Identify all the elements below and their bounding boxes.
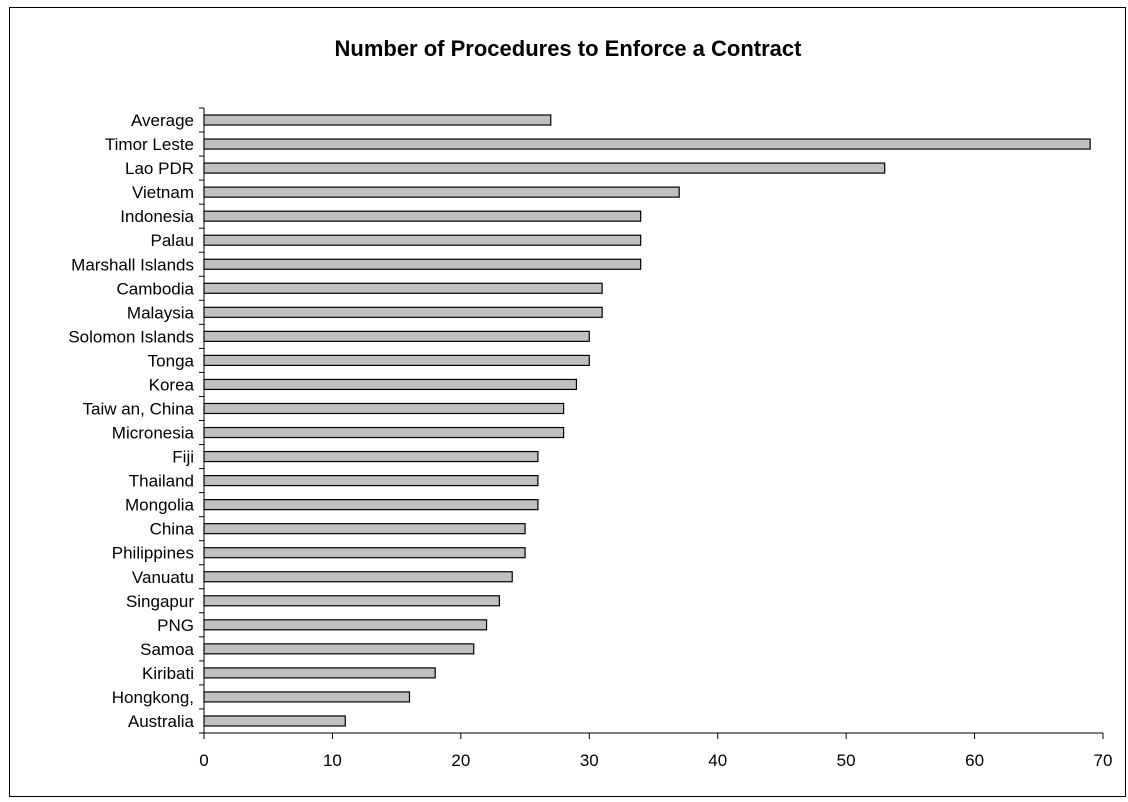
category-label: PNG <box>157 616 194 635</box>
x-tick-label: 20 <box>451 751 470 770</box>
x-tick-label: 60 <box>965 751 984 770</box>
category-label: Micronesia <box>112 424 195 443</box>
category-label: Lao PDR <box>125 159 194 178</box>
category-label: Mongolia <box>125 496 195 515</box>
bar-10 <box>203 354 590 367</box>
category-label: China <box>150 520 195 539</box>
x-tick-label: 50 <box>837 751 856 770</box>
bar-3 <box>203 186 680 198</box>
bar-16 <box>203 499 539 511</box>
bar-1 <box>203 138 1091 150</box>
category-label: Tonga <box>148 351 195 370</box>
category-label: Thailand <box>129 472 194 491</box>
category-label: Timor Leste <box>105 135 194 154</box>
category-label: Vietnam <box>132 183 194 202</box>
category-label: Kiribati <box>142 664 194 683</box>
bar-15 <box>203 474 539 487</box>
bar-0 <box>203 114 552 126</box>
bar-19 <box>203 571 513 583</box>
bar-9 <box>203 330 590 342</box>
category-label: Samoa <box>140 640 194 659</box>
bar-18 <box>203 547 526 559</box>
category-label: Taiw an, China <box>82 399 194 418</box>
bar-2 <box>203 162 886 174</box>
category-label: Fiji <box>172 448 194 467</box>
category-label: Philippines <box>112 544 194 563</box>
category-label: Average <box>131 111 194 130</box>
category-label: Marshall Islands <box>71 255 194 274</box>
bar-7 <box>203 282 603 294</box>
bar-23 <box>203 667 436 679</box>
bars-layer <box>203 114 1091 727</box>
bar-12 <box>203 402 565 415</box>
axes: 0 10 20 30 40 50 60 70 <box>199 107 1113 770</box>
chart-title: Number of Procedures to Enforce a Contra… <box>335 36 803 61</box>
bar-25 <box>203 715 346 727</box>
category-label: Hongkong, <box>112 688 194 707</box>
category-label: Cambodia <box>117 279 195 298</box>
category-label: Singapur <box>126 592 194 611</box>
x-tick-label: 10 <box>323 751 342 770</box>
bar-6 <box>203 258 642 270</box>
bar-21 <box>203 619 488 631</box>
category-labels: Average Timor Leste Lao PDR Vietnam Indonesi… <box>68 111 194 731</box>
bar-5 <box>203 234 642 246</box>
x-tick-label: 70 <box>1094 751 1113 770</box>
bar-17 <box>203 523 526 535</box>
category-label: Palau <box>151 231 194 250</box>
bar-8 <box>203 306 603 318</box>
x-tick-label: 40 <box>708 751 727 770</box>
bar-24 <box>203 691 411 703</box>
category-label: Solomon Islands <box>68 327 194 346</box>
bar-11 <box>203 378 578 391</box>
bar-20 <box>203 595 500 607</box>
bar-14 <box>203 450 539 463</box>
x-tick-label: 30 <box>580 751 599 770</box>
bar-13 <box>203 426 565 439</box>
x-tick-label: 0 <box>199 751 208 770</box>
category-label: Indonesia <box>120 207 194 226</box>
category-label: Vanuatu <box>132 568 194 587</box>
bar-22 <box>203 643 475 655</box>
category-label: Australia <box>128 712 195 731</box>
category-label: Korea <box>149 375 195 394</box>
category-label: Malaysia <box>127 303 195 322</box>
bar-4 <box>203 210 642 222</box>
